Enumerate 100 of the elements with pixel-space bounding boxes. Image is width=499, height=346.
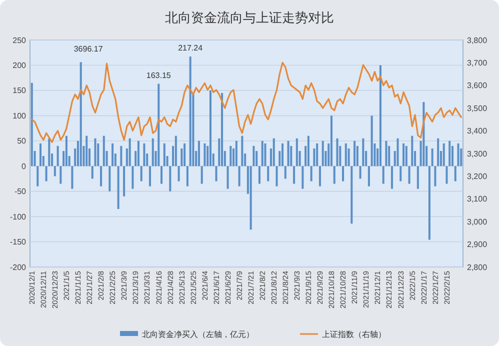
bar — [302, 166, 304, 189]
bar — [411, 136, 414, 166]
bar — [215, 166, 218, 182]
bar — [316, 143, 318, 166]
y2-tick-label: 3,600 — [467, 81, 488, 90]
bar — [385, 140, 388, 166]
bar — [446, 166, 448, 184]
bar — [307, 136, 310, 166]
bar — [230, 146, 232, 166]
bar — [36, 166, 39, 186]
bar — [416, 166, 419, 189]
bar — [350, 166, 353, 224]
bar — [408, 166, 410, 184]
bar — [454, 166, 456, 182]
bar — [91, 166, 94, 179]
bar — [238, 166, 240, 186]
bar — [448, 140, 451, 166]
y-tick-label: -50 — [14, 187, 27, 196]
data-label: 3696.17 — [74, 44, 104, 54]
y2-tick-label: 3,300 — [467, 149, 488, 158]
bar — [204, 143, 206, 166]
bar — [354, 140, 356, 166]
bar — [120, 146, 122, 166]
bar — [402, 143, 405, 166]
y2-tick-label: 2,900 — [467, 240, 488, 250]
y-tick-label: 50 — [17, 136, 27, 146]
bar — [174, 136, 177, 166]
chart-title: 北向资金流向与上证走势对比 — [165, 10, 334, 25]
bar — [137, 140, 140, 166]
bar — [235, 140, 238, 166]
bar — [437, 138, 440, 166]
y2-tick-label: 3,500 — [467, 104, 488, 113]
bar — [282, 143, 284, 166]
bar — [405, 146, 408, 166]
bar — [330, 116, 332, 166]
bar — [310, 166, 312, 182]
bar — [123, 166, 126, 196]
y-tick-label: 150 — [12, 86, 27, 96]
bar — [140, 166, 142, 182]
bar — [48, 138, 50, 166]
bar — [186, 166, 188, 186]
bar — [431, 148, 434, 166]
legend-label: 上证指数（右轴） — [322, 330, 386, 339]
bar — [148, 166, 151, 186]
bar — [117, 166, 120, 209]
y-tick-label: -150 — [10, 238, 27, 247]
bar — [94, 138, 96, 166]
bar — [264, 143, 266, 166]
bar — [189, 56, 192, 166]
bar — [342, 166, 344, 182]
y2-tick-label: 3,800 — [467, 36, 488, 45]
bar — [160, 166, 163, 184]
bar — [86, 136, 88, 166]
bar — [396, 138, 399, 166]
y2-tick-label: 3,000 — [467, 217, 488, 226]
bar — [163, 143, 166, 166]
bar — [344, 143, 347, 166]
bar — [333, 166, 336, 184]
bar — [379, 65, 382, 166]
bar — [400, 166, 402, 182]
bar — [209, 90, 212, 166]
bar — [284, 166, 286, 179]
bar — [457, 143, 460, 166]
bar — [100, 166, 102, 186]
legend-label: 北向资金净买入（左轴，亿元） — [142, 330, 254, 339]
y-tick-label: 250 — [12, 36, 27, 45]
bar — [158, 84, 160, 166]
bar — [108, 166, 111, 192]
bar — [261, 140, 264, 166]
y-tick-label: 100 — [12, 111, 27, 120]
bar — [169, 166, 172, 192]
bar — [336, 138, 338, 166]
bar — [178, 166, 180, 182]
bar — [102, 136, 105, 166]
bar — [241, 136, 244, 166]
bar — [60, 166, 62, 184]
data-label: 217.24 — [178, 44, 204, 53]
bar — [250, 166, 252, 230]
y2-tick-label: 3,100 — [467, 194, 488, 204]
bar — [54, 166, 56, 176]
bar — [80, 62, 82, 166]
bar — [318, 166, 321, 186]
y2-tick-label: 3,400 — [467, 126, 488, 136]
bar — [198, 140, 200, 166]
bar — [128, 138, 131, 166]
bar — [252, 146, 255, 166]
line-series — [31, 62, 462, 143]
bar — [296, 138, 298, 166]
y2-tick-label: 3,200 — [467, 172, 488, 181]
bar — [30, 82, 33, 166]
y-tick-label: 200 — [12, 61, 27, 70]
bar — [45, 166, 48, 182]
y2-tick-label: 3,700 — [467, 58, 488, 68]
bar — [362, 138, 364, 166]
bar — [221, 92, 224, 166]
bar — [272, 138, 275, 166]
bar — [184, 143, 186, 166]
bar — [65, 136, 68, 166]
y-tick-label: -200 — [10, 262, 27, 272]
bar — [258, 166, 260, 184]
